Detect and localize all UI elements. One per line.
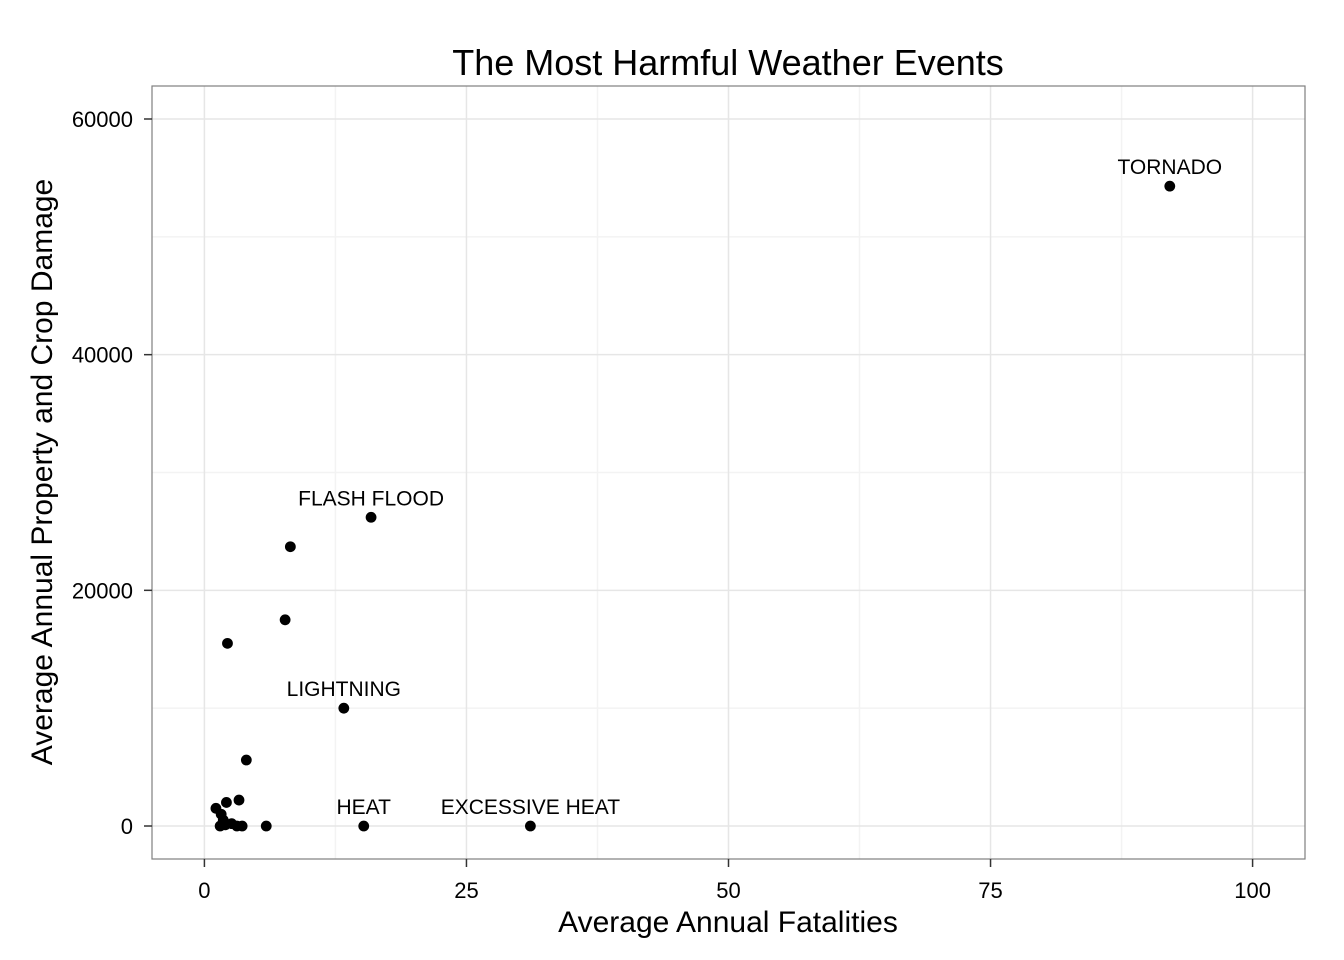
chart-title: The Most Harmful Weather Events bbox=[452, 42, 1004, 83]
data-point bbox=[358, 820, 370, 832]
data-point bbox=[222, 637, 233, 649]
y-tick-label: 40000 bbox=[72, 343, 133, 368]
points-layer bbox=[210, 180, 1176, 832]
data-point bbox=[279, 614, 291, 626]
x-tick-label: 100 bbox=[1234, 878, 1271, 903]
data-point-label: FLASH FLOOD bbox=[298, 487, 444, 510]
x-tick-label: 25 bbox=[454, 878, 478, 903]
x-tick-label: 50 bbox=[716, 878, 740, 903]
data-point-label: HEAT bbox=[337, 796, 392, 819]
data-point-label: LIGHTNING bbox=[287, 678, 401, 701]
data-point bbox=[284, 541, 296, 553]
data-point-label: TORNADO bbox=[1117, 156, 1222, 179]
data-point bbox=[236, 820, 248, 832]
y-tick-label: 20000 bbox=[72, 578, 133, 603]
data-point bbox=[338, 702, 350, 714]
data-point bbox=[240, 754, 252, 766]
grid-layer bbox=[152, 86, 1305, 859]
data-point bbox=[260, 820, 272, 832]
data-point-label: EXCESSIVE HEAT bbox=[441, 796, 621, 819]
axes-layer: 0 25 50 75 100 0 20000 40000 60000 bbox=[72, 107, 1271, 903]
data-point bbox=[233, 794, 245, 806]
data-point bbox=[221, 797, 232, 808]
data-point bbox=[1164, 180, 1176, 192]
y-tick-label: 60000 bbox=[72, 107, 133, 132]
data-point bbox=[524, 820, 536, 832]
y-tick-label: 0 bbox=[121, 814, 133, 839]
y-axis-label: Average Annual Property and Crop Damage bbox=[26, 179, 59, 765]
data-point bbox=[365, 511, 377, 523]
x-axis-label: Average Annual Fatalities bbox=[558, 906, 898, 939]
point-labels-layer: TORNADO FLASH FLOOD LIGHTNING HEAT EXCESSIVE… bbox=[287, 156, 1222, 819]
x-tick-label: 0 bbox=[198, 878, 210, 903]
x-tick-label: 75 bbox=[978, 878, 1002, 903]
